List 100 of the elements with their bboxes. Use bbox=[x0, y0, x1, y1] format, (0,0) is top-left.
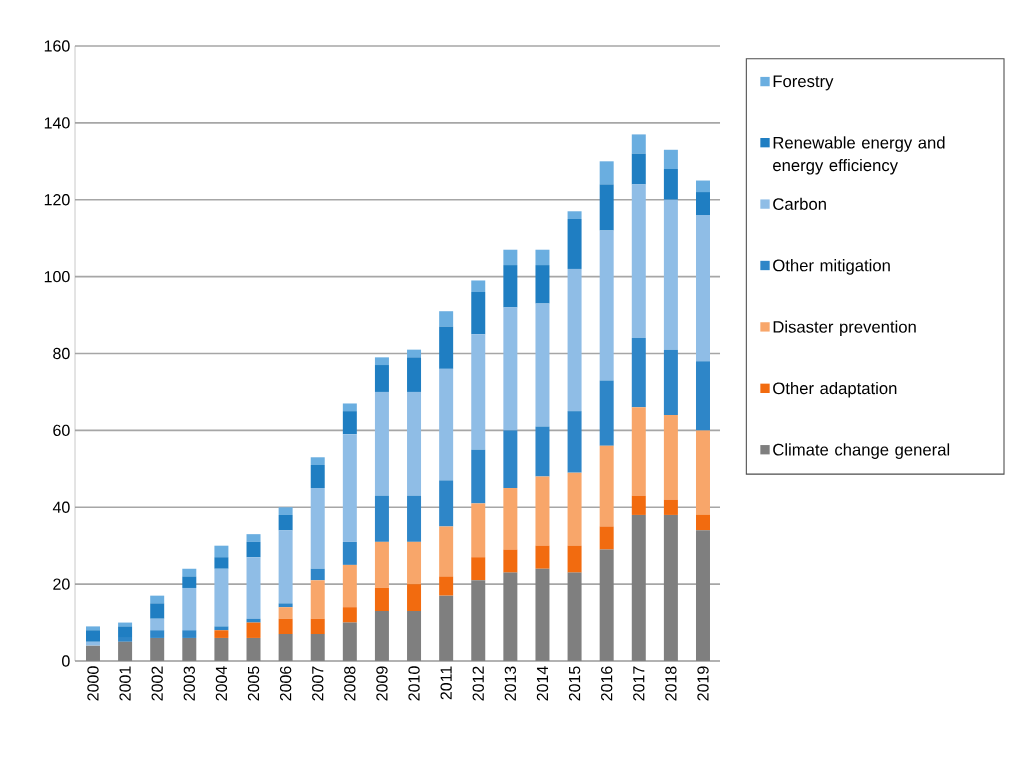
bar bbox=[182, 576, 197, 588]
bar bbox=[471, 292, 486, 335]
bar bbox=[567, 218, 582, 269]
y-tick-label: 20 bbox=[53, 578, 70, 590]
bar bbox=[695, 192, 710, 216]
bar bbox=[407, 541, 422, 585]
x-tick-label: 2001 bbox=[119, 666, 131, 701]
bar bbox=[439, 526, 454, 577]
bar bbox=[567, 545, 582, 573]
x-tick-label: 2000 bbox=[87, 666, 99, 701]
bar bbox=[310, 457, 325, 465]
bar bbox=[567, 211, 582, 219]
legend-label: Carbon bbox=[773, 197, 826, 210]
bar bbox=[663, 514, 678, 661]
bar bbox=[407, 391, 422, 496]
legend-label: Other mitigation bbox=[773, 259, 890, 275]
bar bbox=[535, 249, 550, 266]
bar bbox=[471, 334, 486, 450]
x-tick-label: 2003 bbox=[183, 666, 195, 701]
bar bbox=[407, 357, 422, 392]
bar bbox=[246, 622, 261, 638]
bar bbox=[182, 568, 197, 577]
bar bbox=[631, 153, 646, 185]
x-tick-label: 2011 bbox=[440, 666, 452, 700]
bar bbox=[214, 568, 229, 627]
x-tick-label: 2016 bbox=[601, 666, 613, 701]
bar bbox=[663, 149, 678, 169]
bar bbox=[310, 568, 325, 581]
bar bbox=[535, 426, 550, 477]
bar bbox=[310, 580, 325, 619]
bar bbox=[182, 637, 197, 661]
bar bbox=[374, 541, 389, 588]
x-tick-label: 2010 bbox=[408, 666, 420, 701]
bar bbox=[439, 480, 454, 527]
bar bbox=[695, 530, 710, 661]
bar bbox=[663, 415, 678, 500]
legend-label: Forestry bbox=[773, 75, 834, 91]
bar bbox=[631, 407, 646, 496]
bar bbox=[182, 630, 197, 638]
bar bbox=[342, 607, 357, 623]
bar bbox=[535, 476, 550, 546]
bar bbox=[631, 495, 646, 515]
bar bbox=[631, 184, 646, 339]
bar bbox=[150, 603, 165, 619]
bar bbox=[631, 514, 646, 661]
bar bbox=[374, 391, 389, 496]
x-tick-label: 2019 bbox=[697, 666, 709, 701]
x-tick-label: 2004 bbox=[215, 666, 228, 701]
bar bbox=[278, 514, 293, 531]
bar bbox=[695, 514, 710, 531]
x-tick-label: 2006 bbox=[279, 666, 292, 701]
y-tick-label: 40 bbox=[52, 501, 70, 513]
x-tick-label: 2012 bbox=[472, 666, 484, 701]
bar bbox=[599, 380, 614, 446]
bar bbox=[310, 488, 325, 569]
bar bbox=[439, 311, 454, 327]
y-tick-label: 60 bbox=[53, 424, 70, 437]
bar bbox=[278, 603, 293, 608]
x-tick-label: 2009 bbox=[376, 666, 388, 701]
bar bbox=[85, 630, 100, 642]
bar bbox=[599, 230, 614, 381]
bar bbox=[150, 630, 165, 638]
legend-label: Other adaptation bbox=[773, 381, 897, 398]
y-tick-label: 160 bbox=[44, 40, 70, 52]
y-tick-label: 80 bbox=[53, 347, 70, 360]
bar bbox=[567, 411, 582, 473]
y-tick-label: 140 bbox=[44, 117, 70, 129]
bar bbox=[278, 530, 293, 604]
bar bbox=[246, 534, 261, 542]
legend-label: Climate change general bbox=[773, 443, 950, 459]
bar bbox=[278, 618, 293, 635]
bar bbox=[631, 134, 646, 154]
bar bbox=[471, 580, 486, 661]
bar bbox=[599, 445, 614, 527]
bar bbox=[278, 607, 293, 619]
bar bbox=[503, 265, 518, 308]
bar bbox=[663, 349, 678, 415]
bar bbox=[567, 572, 582, 661]
x-tick-label: 2014 bbox=[536, 666, 549, 701]
bar bbox=[695, 180, 710, 193]
bar bbox=[214, 626, 229, 631]
bar bbox=[663, 168, 678, 200]
x-tick-label: 2007 bbox=[312, 666, 324, 701]
bar bbox=[214, 630, 229, 638]
bar bbox=[535, 303, 550, 427]
bar bbox=[439, 576, 454, 596]
x-tick-label: 2013 bbox=[504, 666, 517, 701]
y-tick-label: 0 bbox=[62, 655, 70, 667]
bar bbox=[503, 307, 518, 431]
bar bbox=[118, 641, 133, 661]
bar bbox=[439, 368, 454, 481]
bar bbox=[278, 634, 293, 661]
bar bbox=[535, 265, 550, 304]
bar bbox=[599, 526, 614, 550]
bar bbox=[535, 545, 550, 569]
x-tick-label: 2015 bbox=[568, 666, 581, 701]
x-tick-label: 2005 bbox=[247, 666, 260, 701]
bar bbox=[374, 611, 389, 661]
x-tick-label: 2008 bbox=[344, 666, 356, 701]
bar bbox=[567, 472, 582, 546]
